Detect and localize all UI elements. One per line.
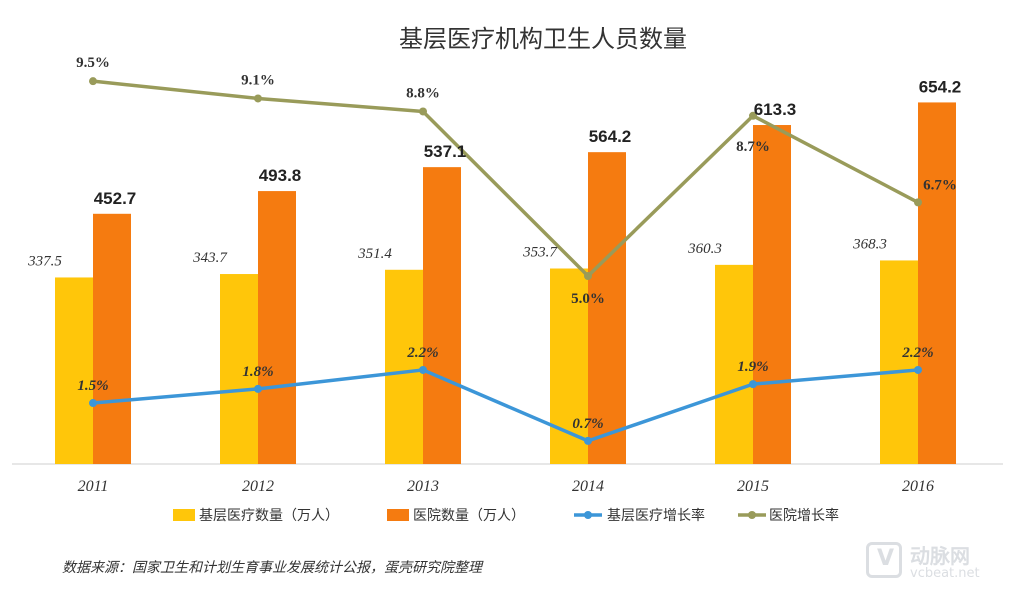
x-tick-label: 2016 xyxy=(902,478,934,495)
base-growth-data-label: 1.8% xyxy=(242,364,273,380)
x-tick-label: 2012 xyxy=(242,478,274,495)
hospital-count-data-label: 564.2 xyxy=(589,127,632,146)
bar-base-2013 xyxy=(385,269,423,464)
base-count-data-label: 353.7 xyxy=(522,245,558,261)
legend-item-1[interactable]: 基层医疗数量（万人） xyxy=(173,507,339,524)
bar-hospital-2014 xyxy=(588,152,626,464)
legend-marker xyxy=(584,511,592,519)
hospital-growth-data-label: 8.7% xyxy=(736,139,770,155)
bar-hospital-2016 xyxy=(918,102,956,465)
hospital-count-data-label: 452.7 xyxy=(94,189,137,208)
base-count-data-label: 360.3 xyxy=(687,241,722,257)
hospital-count-data-label: 537.1 xyxy=(424,142,467,161)
base-growth-data-label: 1.5% xyxy=(77,378,108,394)
legend-label: 基层医疗数量（万人） xyxy=(199,507,339,524)
x-tick-label: 2015 xyxy=(737,478,769,495)
base-growth-point-2014 xyxy=(584,436,592,445)
legend-item-3[interactable]: 基层医疗增长率 xyxy=(574,507,705,524)
watermark-brand-en: vcbeat.net xyxy=(910,566,980,581)
base-growth-data-label: 2.2% xyxy=(901,345,933,361)
base-growth-line xyxy=(92,368,919,443)
legend-label: 医院增长率 xyxy=(769,507,839,524)
hospital-growth-point-2015 xyxy=(749,111,757,120)
bars-group xyxy=(55,102,956,465)
hospital-growth-data-label: 6.7% xyxy=(923,177,957,193)
base-count-data-label: 343.7 xyxy=(192,250,228,266)
watermark-logo-icon: V xyxy=(866,542,902,578)
hospital-growth-data-label: 9.5% xyxy=(76,55,110,71)
bar-base-2015 xyxy=(715,264,753,464)
legend[interactable]: 基层医疗数量（万人） 医院数量（万人） 基层医疗增长率 医院增长率 xyxy=(173,507,839,524)
hospital-growth-data-label: 8.8% xyxy=(406,85,440,101)
x-tick-label: 2011 xyxy=(78,478,109,495)
hospital-growth-point-2016 xyxy=(914,198,922,207)
base-count-data-label: 368.3 xyxy=(852,236,887,252)
x-tick-label: 2013 xyxy=(407,478,439,495)
bar-hospital-2012 xyxy=(258,191,296,465)
source-note: 数据来源：国家卫生和计划生育事业发展统计公报，蛋壳研究院整理 xyxy=(62,560,482,576)
hospital-growth-data-label: 5.0% xyxy=(571,291,605,307)
watermark: V 动脉网 vcbeat.net xyxy=(866,540,1001,584)
bar-hospital-2015 xyxy=(753,125,791,465)
base-count-data-label: 337.5 xyxy=(27,253,62,269)
legend-swatch xyxy=(173,509,195,521)
hospital-growth-point-2013 xyxy=(419,107,427,116)
base-growth-point-2016 xyxy=(914,365,922,374)
hospital-growth-point-2011 xyxy=(89,77,97,86)
bar-base-2012 xyxy=(220,274,258,464)
hospital-growth-point-2012 xyxy=(254,94,262,103)
hospital-count-data-label: 613.3 xyxy=(754,100,797,119)
base-growth-data-label: 0.7% xyxy=(572,416,603,432)
base-growth-point-2012 xyxy=(254,384,262,393)
bar-hospital-2013 xyxy=(423,167,461,464)
legend-swatch xyxy=(387,509,409,521)
hospital-count-data-label: 654.2 xyxy=(919,77,962,96)
watermark-brand-cn: 动脉网 xyxy=(910,544,970,568)
hospital-count-data-label: 493.8 xyxy=(259,166,302,185)
bar-hospital-2011 xyxy=(93,213,131,464)
base-growth-point-2013 xyxy=(419,365,427,374)
base-count-data-label: 351.4 xyxy=(357,246,392,262)
legend-marker xyxy=(748,511,756,519)
base-growth-data-label: 1.9% xyxy=(737,359,768,375)
hospital-growth-point-2014 xyxy=(584,272,592,280)
x-tick-label: 2014 xyxy=(572,478,604,495)
base-growth-point-2011 xyxy=(89,399,97,408)
bar-base-2011 xyxy=(55,277,93,464)
bar-base-2016 xyxy=(880,260,918,464)
hospital-growth-line xyxy=(92,79,919,278)
legend-label: 基层医疗增长率 xyxy=(607,507,705,524)
legend-label: 医院数量（万人） xyxy=(413,508,525,524)
hospital-growth-data-label: 9.1% xyxy=(241,72,275,88)
lines-group xyxy=(89,77,922,445)
x-tick-labels: 2011 2012 2013 2014 2015 2016 xyxy=(78,478,934,495)
data-labels-group: 337.5 343.7 351.4 353.7 360.3 368.3 452.7 493.8… xyxy=(27,55,961,432)
legend-item-2[interactable]: 医院数量（万人） xyxy=(387,508,525,524)
chart-title: 基层医疗机构卫生人员数量 xyxy=(399,25,687,53)
legend-item-4[interactable]: 医院增长率 xyxy=(738,507,839,524)
base-growth-data-label: 2.2% xyxy=(406,345,438,361)
base-growth-point-2015 xyxy=(749,380,757,389)
watermark-logo-letter: V xyxy=(877,546,895,571)
